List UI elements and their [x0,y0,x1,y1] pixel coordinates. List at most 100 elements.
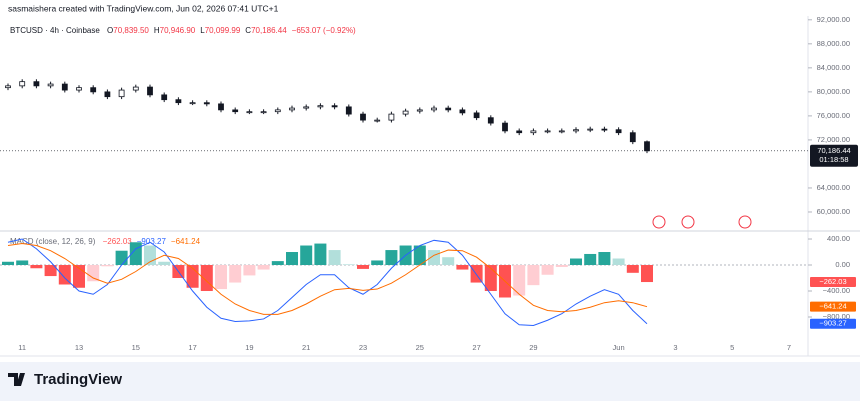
histogram-bar [2,261,14,266]
histogram-bar [328,250,341,266]
x-tick-label: 25 [416,343,424,352]
candle-body [587,128,594,131]
y-tick-label: 0.00 [835,260,850,269]
histogram-bar [129,242,142,266]
candle-body [203,102,210,105]
value-tag-label: −262.03 [819,277,846,286]
candle-body [629,132,636,143]
y-tick-label: 400.00 [827,234,850,243]
histogram-bar [513,265,526,296]
ohlc-value: 70,099.99 [205,26,241,35]
candle-body [487,117,494,124]
y-tick-label: 88,000.00 [817,39,850,48]
histogram-bar [385,250,398,266]
histogram-bar [584,253,597,266]
histogram-bar [16,260,29,266]
y-tick-label: 64,000.00 [817,183,850,192]
candle-body [147,86,153,96]
candle-body [61,83,68,91]
histogram-bar [413,245,426,266]
logo [8,373,25,386]
macd-value: −903.27 [137,237,167,246]
histogram-bar [641,265,653,283]
y-tick-label: 84,000.00 [817,63,850,72]
y-tick-label: −800.00 [823,312,850,321]
histogram-bar [314,243,327,266]
candle-body [601,128,608,131]
x-tick-label: 29 [529,343,537,352]
candle-body [388,113,395,121]
x-tick-label: 11 [18,343,26,352]
x-tick-label: 21 [302,343,310,352]
candle-body [260,111,267,114]
candle-body [218,103,224,111]
macd-line [7,238,648,326]
ohlc-key: O [107,26,113,35]
histogram-bar [612,258,625,266]
histogram-bar [371,260,384,266]
histogram-bar [101,265,114,267]
x-tick-label: 17 [188,343,196,352]
histogram-bar [527,265,540,286]
candle-body [431,107,437,111]
x-tick-label: 15 [132,343,140,352]
x-tick-label: 7 [787,343,791,352]
candle-body [317,105,324,108]
candle-body [558,130,565,133]
candle-body [232,109,239,113]
histogram-bar [58,265,71,285]
x-tick-label: Jun [613,343,625,352]
ohlc-key: L [200,26,205,35]
event-icons [652,215,752,229]
candle-body [544,130,551,133]
candle-body [502,122,508,132]
x-tick-label: 19 [245,343,253,352]
candle-body [473,112,480,119]
change: −653.07 (−0.92%) [292,26,356,35]
candle-body [289,107,295,111]
y-tick-label: 76,000.00 [817,111,850,120]
histogram-bar [598,252,611,266]
candle-body [615,129,622,134]
candle-body [360,113,366,121]
event-icon [652,215,666,229]
histogram-bar [555,265,568,267]
candle-body [573,129,579,132]
y-tick-label: 60,000.00 [817,207,850,216]
histogram-bar [257,265,270,270]
candle-body [90,87,97,93]
ohlc-value: 70,186.44 [251,26,287,35]
value-tag [810,301,856,312]
histogram-bar [271,261,284,266]
x-tick-label: 13 [75,343,83,352]
x-tick-label: 3 [673,343,677,352]
footer [0,362,860,401]
candle-body [104,91,111,98]
y-tick-label: 92,000.00 [817,15,850,24]
candle-body [5,85,11,89]
histogram-bar [300,245,313,266]
x-tick-label: 5 [730,343,734,352]
x-tick-label: 23 [359,343,367,352]
histogram-bar [229,265,242,283]
legend: BTCUSD · 4h · Coinbase O70,839.50 H70,946… [10,26,356,35]
ohlc-key: H [154,26,160,35]
candle-body [374,119,381,122]
candle-body [331,105,338,108]
candle-body [246,111,253,114]
candle-body [161,94,168,101]
brand: TradingView [34,371,122,388]
value-tag [810,277,856,288]
candle-body [274,109,281,113]
credit: sasmaishera created with TradingView.com… [8,3,279,13]
value-tag-label: −641.24 [819,302,846,311]
symbol: BTCUSD · 4h · Coinbase [10,26,100,35]
candle-body [303,106,310,109]
ohlc-value: 70,946.90 [160,26,196,35]
candle-body [19,81,26,87]
histogram-bar [456,265,469,270]
macd-value: −262.03 [103,237,133,246]
histogram-bar [30,265,43,269]
